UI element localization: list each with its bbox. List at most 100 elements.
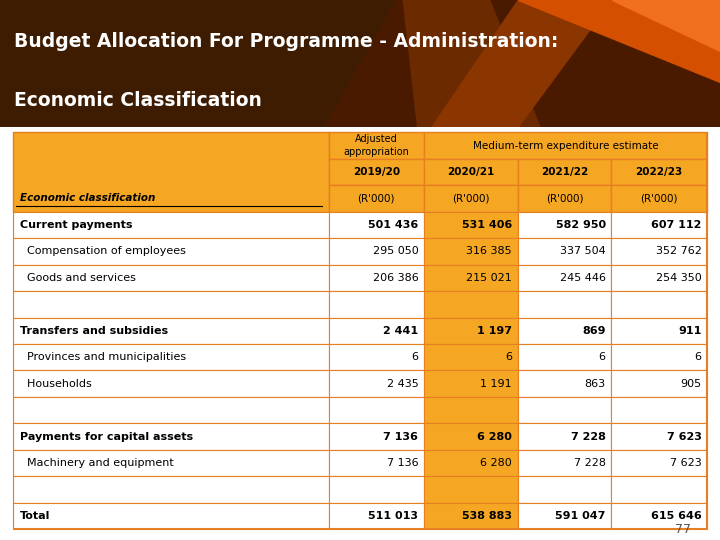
Text: Provinces and municipalities: Provinces and municipalities	[20, 352, 186, 362]
Bar	[611, 185, 707, 212]
Text: 316 385: 316 385	[467, 246, 512, 256]
Bar	[611, 503, 707, 529]
Bar	[329, 318, 424, 344]
Bar	[13, 318, 329, 344]
Bar	[424, 344, 518, 370]
Text: Compensation of employees: Compensation of employees	[20, 246, 186, 256]
Polygon shape	[403, 0, 540, 127]
Bar	[518, 238, 611, 265]
Text: 295 050: 295 050	[372, 246, 418, 256]
Text: Transfers and subsidies: Transfers and subsidies	[20, 326, 168, 336]
Polygon shape	[612, 0, 720, 51]
Text: (R'000): (R'000)	[452, 193, 490, 204]
Bar	[13, 238, 329, 265]
Text: 6: 6	[505, 352, 512, 362]
Text: 215 021: 215 021	[467, 273, 512, 283]
Bar	[329, 291, 424, 318]
Bar	[518, 159, 611, 185]
Text: 2020/21: 2020/21	[447, 167, 495, 177]
Text: Total: Total	[20, 511, 50, 521]
Text: 206 386: 206 386	[372, 273, 418, 283]
Bar	[329, 265, 424, 291]
Bar	[518, 318, 611, 344]
Text: 7 228: 7 228	[571, 431, 606, 442]
Text: 1 197: 1 197	[477, 326, 512, 336]
Bar	[518, 185, 611, 212]
Bar	[329, 185, 424, 212]
Text: 7 136: 7 136	[387, 458, 418, 468]
Text: 245 446: 245 446	[559, 273, 606, 283]
Bar	[611, 397, 707, 423]
Bar	[518, 344, 611, 370]
Text: 582 950: 582 950	[556, 220, 606, 230]
Text: 911: 911	[678, 326, 701, 336]
Text: 7 228: 7 228	[574, 458, 606, 468]
Bar	[518, 265, 611, 291]
Bar	[424, 132, 707, 159]
Bar	[13, 397, 329, 423]
Bar	[13, 291, 329, 318]
Bar	[611, 344, 707, 370]
Bar	[518, 450, 611, 476]
Text: 7 623: 7 623	[667, 431, 701, 442]
Bar	[424, 503, 518, 529]
Text: Medium-term expenditure estimate: Medium-term expenditure estimate	[472, 140, 658, 151]
Text: 2022/23: 2022/23	[636, 167, 683, 177]
Bar	[611, 423, 707, 450]
Text: 538 883: 538 883	[462, 511, 512, 521]
Bar	[13, 132, 329, 212]
Text: 615 646: 615 646	[651, 511, 701, 521]
Text: Goods and services: Goods and services	[20, 273, 136, 283]
Bar	[424, 476, 518, 503]
Bar	[424, 185, 518, 212]
Text: 6: 6	[411, 352, 418, 362]
Text: 2019/20: 2019/20	[353, 167, 400, 177]
Text: 531 406: 531 406	[462, 220, 512, 230]
Text: Economic classification: Economic classification	[20, 193, 156, 204]
Text: 2021/22: 2021/22	[541, 167, 588, 177]
Text: 254 350: 254 350	[656, 273, 701, 283]
Text: 7 136: 7 136	[384, 431, 418, 442]
Text: 591 047: 591 047	[555, 511, 606, 521]
Polygon shape	[432, 0, 612, 127]
Text: 607 112: 607 112	[651, 220, 701, 230]
Bar	[13, 423, 329, 450]
Text: 77: 77	[675, 523, 691, 536]
Bar	[329, 397, 424, 423]
Text: 7 623: 7 623	[670, 458, 701, 468]
Text: Current payments: Current payments	[20, 220, 132, 230]
Text: Budget Allocation For Programme - Administration:: Budget Allocation For Programme - Admini…	[14, 32, 559, 51]
Bar	[518, 397, 611, 423]
Text: (R'000): (R'000)	[546, 193, 583, 204]
Text: 863: 863	[585, 379, 606, 389]
Bar	[424, 423, 518, 450]
Text: 6 280: 6 280	[477, 431, 512, 442]
Bar	[329, 503, 424, 529]
Polygon shape	[518, 0, 720, 83]
Bar	[13, 344, 329, 370]
Text: 352 762: 352 762	[656, 246, 701, 256]
Text: 905: 905	[680, 379, 701, 389]
Bar	[13, 476, 329, 503]
Bar	[424, 397, 518, 423]
Bar	[611, 450, 707, 476]
Text: 1 191: 1 191	[480, 379, 512, 389]
Bar	[518, 476, 611, 503]
Bar	[518, 291, 611, 318]
Bar	[13, 265, 329, 291]
Bar	[13, 370, 329, 397]
Bar	[329, 476, 424, 503]
Text: Adjusted
appropriation: Adjusted appropriation	[343, 134, 409, 157]
Bar	[611, 238, 707, 265]
Bar	[13, 503, 329, 529]
Bar	[329, 344, 424, 370]
Bar	[329, 423, 424, 450]
Bar	[424, 159, 518, 185]
Text: 337 504: 337 504	[560, 246, 606, 256]
Text: (R'000): (R'000)	[640, 193, 678, 204]
Bar	[329, 370, 424, 397]
Bar	[424, 450, 518, 476]
Bar	[518, 423, 611, 450]
Text: 501 436: 501 436	[368, 220, 418, 230]
Text: 869: 869	[582, 326, 606, 336]
